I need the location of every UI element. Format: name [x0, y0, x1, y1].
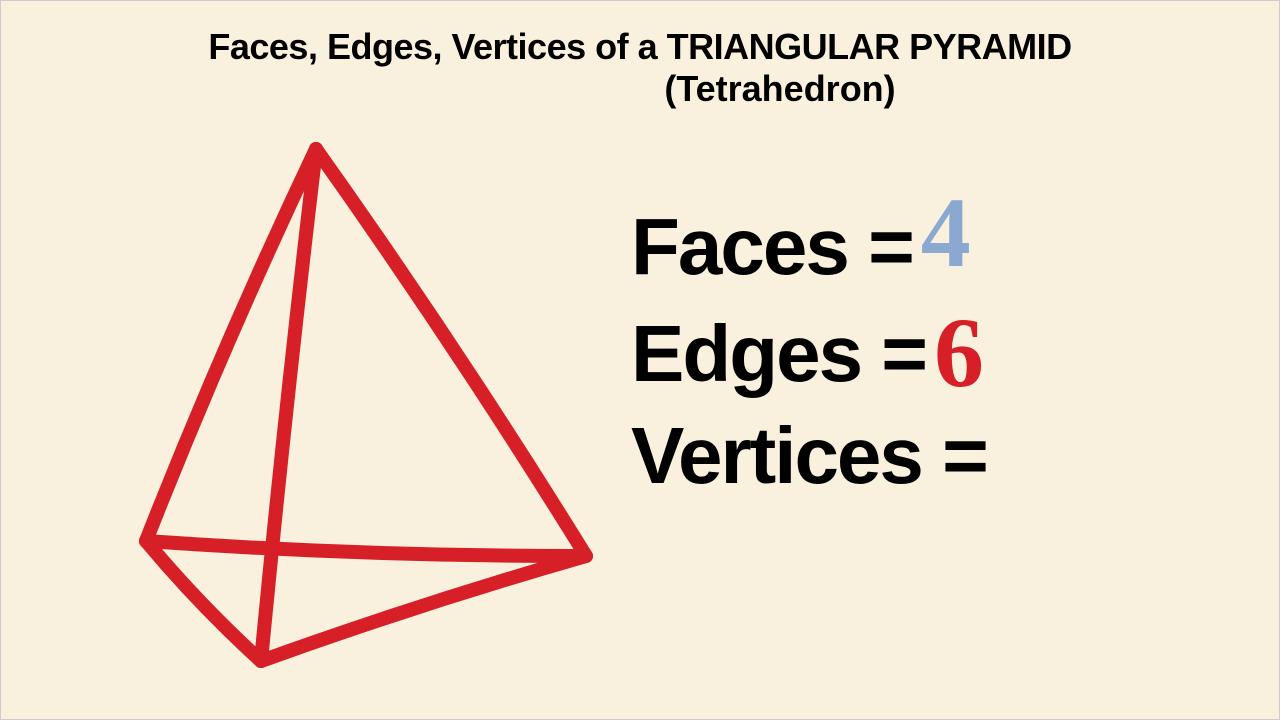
stat-vertices: Vertices =	[631, 410, 995, 502]
stats-area: Faces = 4 Edges = 6 Vertices =	[631, 196, 995, 512]
title-part-bold: TRIANGULAR PYRAMID	[667, 26, 1072, 67]
stat-faces: Faces = 4	[631, 196, 995, 293]
tetrahedron-diagram	[81, 131, 601, 691]
title-area: Faces, Edges, Vertices of a TRIANGULAR P…	[1, 26, 1279, 110]
faces-label: Faces =	[631, 201, 913, 293]
title-subtitle: (Tetrahedron)	[281, 68, 1279, 110]
faces-value: 4	[921, 188, 971, 278]
title-part-normal: Faces, Edges, Vertices of a	[208, 26, 657, 67]
edges-label: Edges =	[631, 308, 926, 400]
stat-edges: Edges = 6	[631, 303, 995, 400]
vertices-label: Vertices =	[631, 410, 987, 502]
title-line1: Faces, Edges, Vertices of a TRIANGULAR P…	[1, 26, 1279, 68]
tetrahedron-svg	[81, 131, 601, 691]
edges-value: 6	[934, 308, 984, 398]
